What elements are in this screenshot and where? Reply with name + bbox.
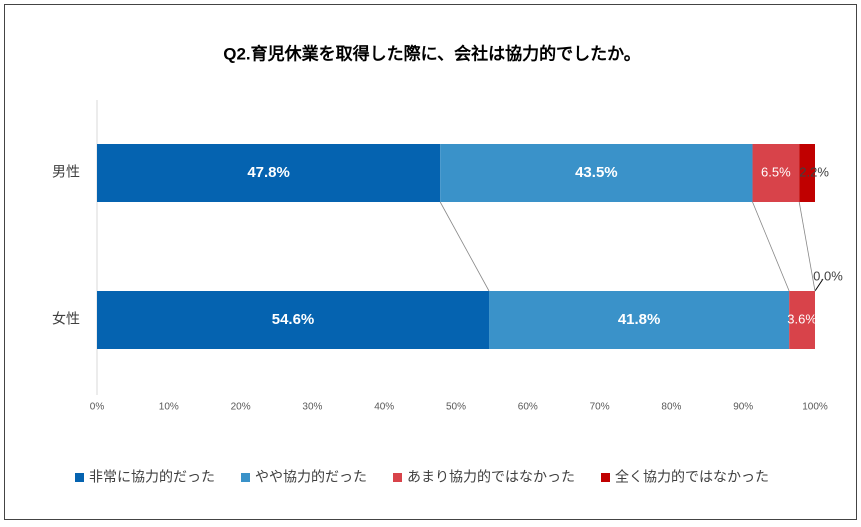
x-tick-label: 80% xyxy=(661,402,681,413)
legend-swatch xyxy=(241,473,250,482)
legend-label: 全く協力的ではなかった xyxy=(615,469,769,485)
data-label: 54.6% xyxy=(272,311,315,328)
bar-segment xyxy=(799,144,815,202)
bar-segment xyxy=(97,144,441,202)
x-tick-label: 90% xyxy=(733,402,753,413)
legend-swatch xyxy=(601,473,610,482)
bar-segment xyxy=(489,291,790,349)
bar-segment xyxy=(789,291,815,349)
bar-segment xyxy=(752,144,800,202)
connector-line xyxy=(439,201,490,292)
leader-line xyxy=(814,278,824,292)
connector-line xyxy=(798,201,816,292)
chart-title: Q2.育児休業を取得した際に、会社は協力的でしたか。 xyxy=(223,43,641,63)
bar-segment xyxy=(97,291,490,349)
chart-border xyxy=(4,4,857,520)
data-label: 41.8% xyxy=(618,311,661,328)
y-tick-label: 女性 xyxy=(52,311,80,327)
x-tick-label: 40% xyxy=(374,402,394,413)
legend-label: 非常に協力的だった xyxy=(89,469,215,485)
data-label: 47.8% xyxy=(247,164,290,181)
data-label: 2.2% xyxy=(799,164,829,179)
connector-line xyxy=(752,201,790,292)
data-label: 43.5% xyxy=(575,164,618,181)
legend-label: やや協力的だった xyxy=(255,469,367,485)
data-label: 3.6% xyxy=(787,311,817,326)
data-label: 0.0% xyxy=(813,268,843,283)
y-tick-label: 男性 xyxy=(52,164,80,180)
x-tick-label: 60% xyxy=(518,402,538,413)
x-tick-label: 100% xyxy=(802,402,828,413)
x-tick-label: 0% xyxy=(90,402,105,413)
legend-label: あまり協力的ではなかった xyxy=(407,469,575,485)
x-tick-label: 10% xyxy=(159,402,179,413)
x-tick-label: 50% xyxy=(446,402,466,413)
x-tick-label: 20% xyxy=(231,402,251,413)
data-label: 6.5% xyxy=(761,164,791,179)
x-tick-label: 30% xyxy=(302,402,322,413)
legend-swatch xyxy=(75,473,84,482)
x-tick-label: 70% xyxy=(590,402,610,413)
bar-segment xyxy=(440,144,753,202)
legend-swatch xyxy=(393,473,402,482)
